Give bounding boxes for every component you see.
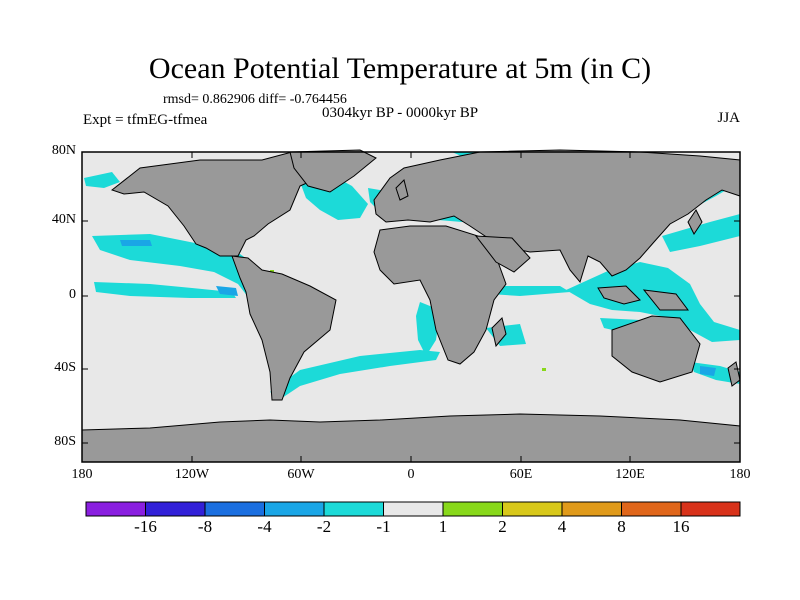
season-label: JJA bbox=[717, 110, 740, 126]
colorbar-box-1 bbox=[145, 501, 206, 517]
colorbar-label-neg16: -16 bbox=[134, 517, 157, 536]
experiment-label: Expt = tfmEG-tfmea bbox=[83, 112, 208, 128]
colorbar-box-6 bbox=[442, 501, 503, 517]
colorbar-box-7 bbox=[502, 501, 563, 517]
colorbar-label-1: 1 bbox=[438, 517, 448, 536]
colorbar-label-8: 8 bbox=[617, 517, 626, 536]
colorbar-label-neg2: -2 bbox=[316, 517, 332, 536]
lon-label-120e: 120E bbox=[615, 467, 645, 482]
colorbar-label-neg8: -8 bbox=[197, 517, 213, 536]
lat-label-0: 0 bbox=[69, 287, 76, 302]
anomaly-patches-medium bbox=[120, 240, 716, 376]
lon-label-60w: 60W bbox=[287, 467, 315, 482]
lon-label-120w: 120W bbox=[174, 467, 210, 482]
colorbar-box-3 bbox=[264, 501, 325, 517]
colorbar-label-4: 4 bbox=[557, 517, 567, 536]
lat-label-40s: 40S bbox=[54, 360, 76, 375]
lon-label-180e: 180 bbox=[729, 467, 751, 482]
colorbar-box-2 bbox=[204, 501, 265, 517]
colorbar-box-10 bbox=[680, 501, 741, 517]
colorbar-label-16: 16 bbox=[672, 517, 690, 536]
stats-text: rmsd= 0.862906 diff= -0.764456 bbox=[163, 92, 347, 107]
colorbar-box-5 bbox=[383, 501, 444, 517]
colorbar-box-8 bbox=[561, 501, 622, 517]
lon-label-0: 0 bbox=[407, 467, 415, 482]
lat-label-40n: 40N bbox=[51, 212, 76, 227]
lon-label-60e: 60E bbox=[509, 467, 533, 482]
colorbar bbox=[85, 501, 741, 517]
period-text: 0304kyr BP - 0000kyr BP bbox=[322, 105, 479, 121]
colorbar-label-neg1: -1 bbox=[376, 517, 391, 536]
map-title: Ocean Potential Temperature at 5m (in C) bbox=[148, 52, 652, 85]
colorbar-label-2: 2 bbox=[498, 517, 507, 536]
colorbar-label-neg4: -4 bbox=[257, 517, 272, 536]
land-masses bbox=[81, 149, 741, 463]
lat-label-80s: 80S bbox=[54, 434, 76, 449]
colorbar-box-9 bbox=[621, 501, 682, 517]
colorbar-box-4 bbox=[323, 501, 384, 517]
colorbar-box-0 bbox=[85, 501, 146, 517]
lat-label-80n: 80N bbox=[51, 143, 76, 158]
lon-label-180w: 180 bbox=[71, 467, 93, 482]
axis-ticks bbox=[82, 151, 740, 462]
